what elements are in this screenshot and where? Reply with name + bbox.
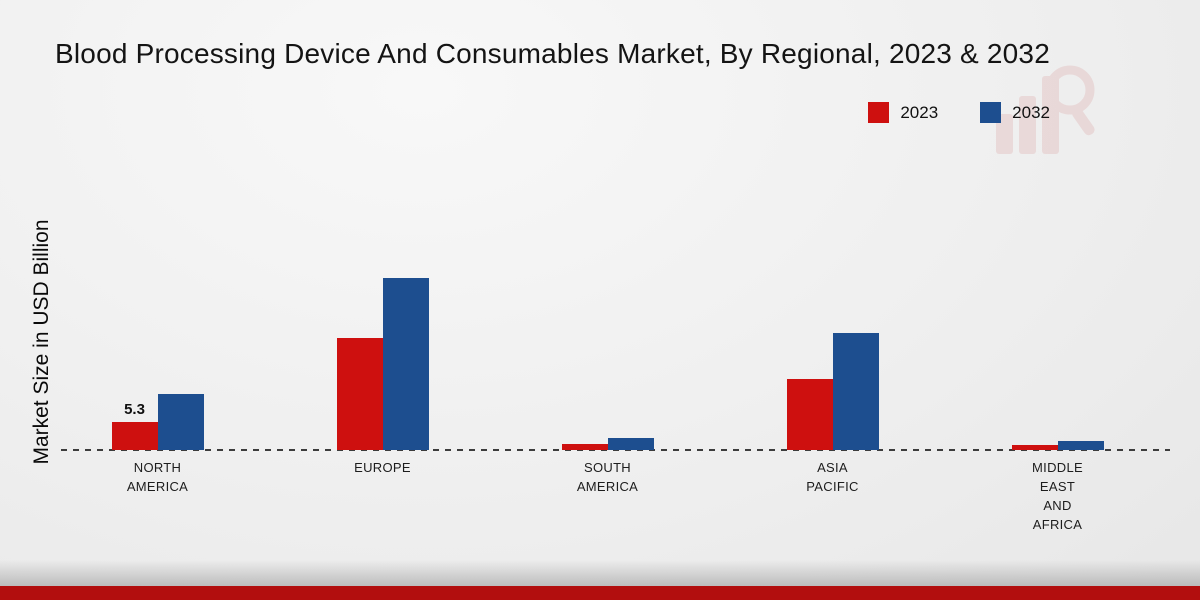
bar-2023-middle-east-and-africa [1011,445,1058,450]
watermark-bar-chart-icon [996,65,1095,154]
bar-2032-north-america [157,394,204,450]
bar-2023-south-america [561,444,608,450]
footer-shade [0,560,1200,586]
bar-2032-asia-pacific [832,333,879,450]
bar-group-middle-east-and-africa [945,150,1170,450]
bar-group-south-america [495,150,720,450]
legend-label-2032: 2032 [1012,102,1050,122]
legend-swatch-2032 [980,102,1002,123]
x-axis-label-europe: EUROPE [354,460,411,475]
legend-item-2032: 2032 [980,102,1050,123]
bar-2032-middle-east-and-africa [1057,441,1104,450]
bar-2032-south-america [607,438,654,450]
chart-title: Blood Processing Device And Consumables … [55,38,1050,69]
legend-label-2023: 2023 [900,102,939,122]
bar-2023-asia-pacific [786,379,833,450]
bar-2023-north-america: 5.3 [111,401,158,450]
legend-item-2023: 2023 [868,102,938,123]
x-axis-label-south-america: SOUTH AMERICA [576,460,639,494]
legend: 2023 2032 [868,102,1050,123]
plot-area: 5.3 [45,150,1170,451]
bar-2032-europe [382,278,429,450]
bar-value-label: 5.3 [124,401,145,418]
x-axis-label-north-america: NORTH AMERICA [126,460,189,494]
bar-2023-europe [336,338,383,450]
x-axis-label-middle-east-and-africa: MIDDLE EAST AND AFRICA [1032,460,1083,532]
zero-baseline [61,449,1170,451]
x-axis-label-asia-pacific: ASIA PACIFIC [806,460,859,494]
bar-group-asia-pacific [720,150,945,450]
footer-red-bar [0,586,1200,600]
x-axis-labels: NORTH AMERICA EUROPE SOUTH AMERICA ASIA PAC… [45,458,1170,534]
bar-group-europe [270,150,495,450]
bar-group-north-america: 5.3 [45,150,270,450]
legend-swatch-2023 [868,102,890,123]
